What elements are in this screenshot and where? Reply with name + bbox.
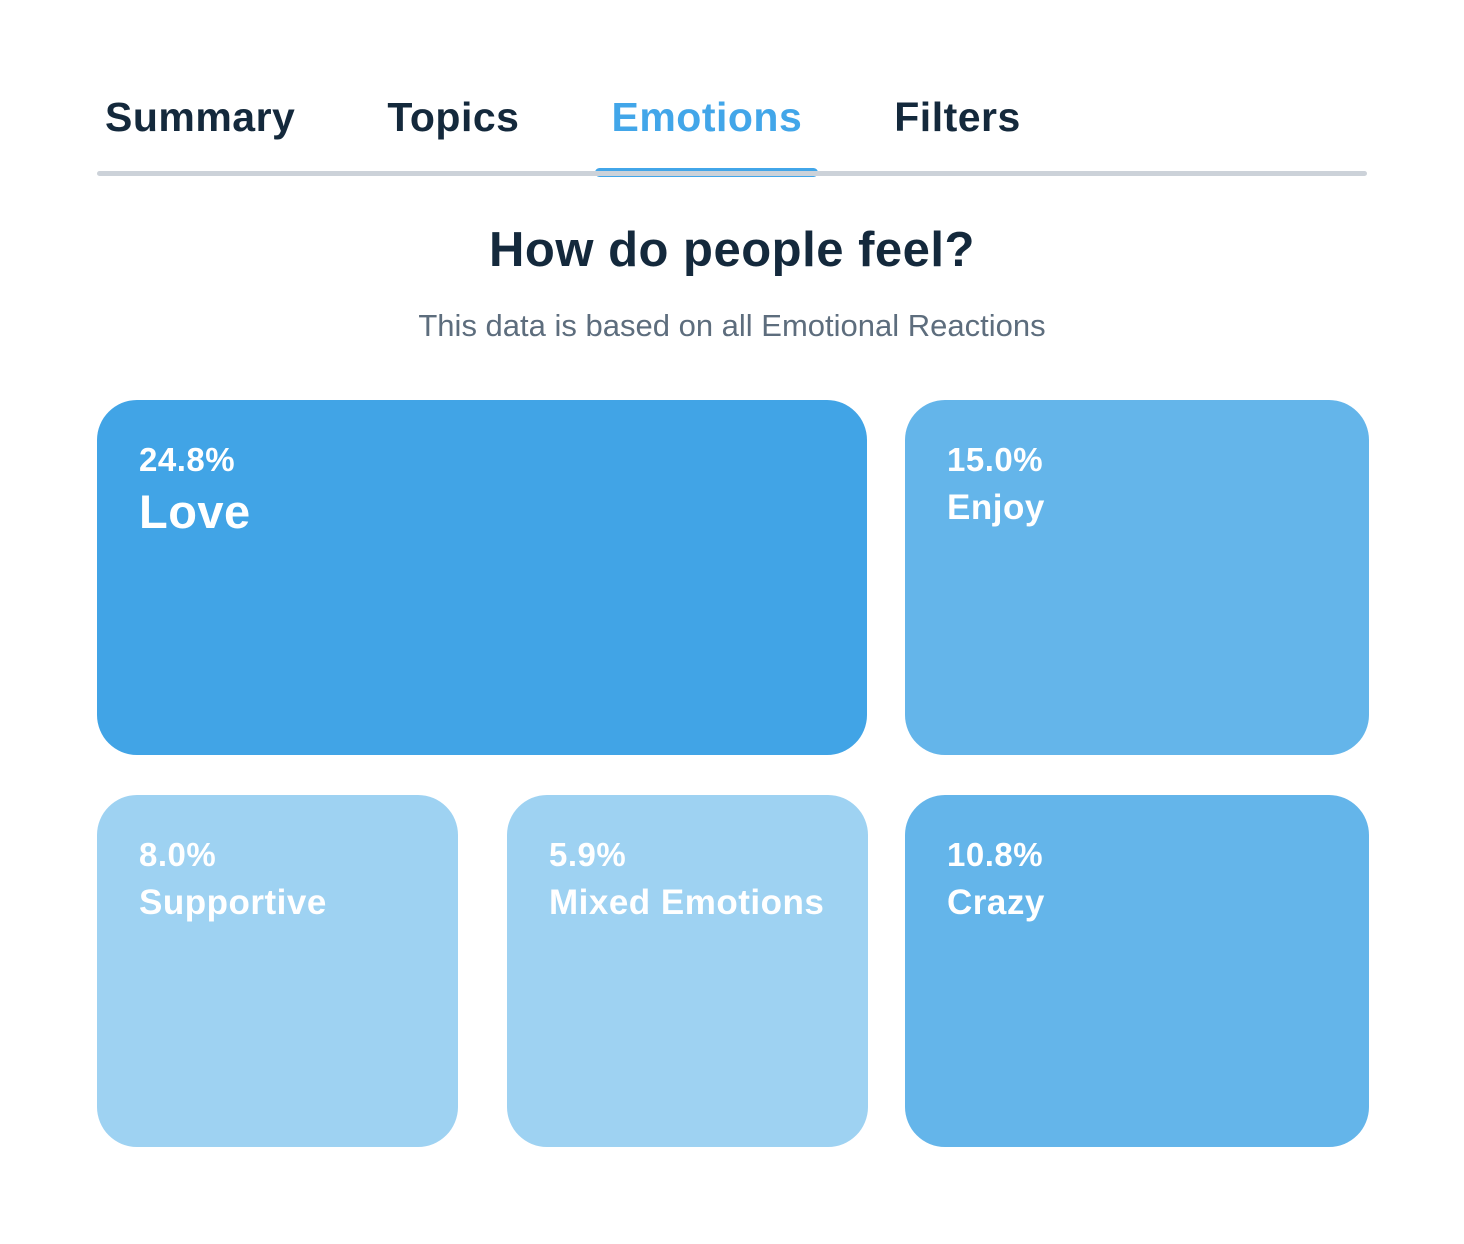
tile-percentage: 15.0% xyxy=(947,441,1044,478)
tile-label: Enjoy xyxy=(947,488,1045,527)
tile-percentage: 10.8% xyxy=(947,836,1044,873)
treemap-tile-love[interactable]: 24.8% Love xyxy=(97,400,867,755)
tile-label: Crazy xyxy=(947,883,1045,922)
tab-summary[interactable]: Summary xyxy=(105,94,296,140)
tile-label: Love xyxy=(139,485,251,538)
tab-emotions-label: Emotions xyxy=(611,94,803,140)
tab-filters[interactable]: Filters xyxy=(894,94,1021,140)
tab-bar: Summary Topics Emotions Filters xyxy=(105,88,1021,177)
treemap-tile-supportive[interactable]: 8.0% Supportive xyxy=(97,795,458,1147)
treemap-tile-crazy[interactable]: 10.8% Crazy xyxy=(905,795,1369,1147)
tile-percentage: 24.8% xyxy=(139,441,236,478)
tile-percentage: 5.9% xyxy=(549,836,627,873)
page-title: How do people feel? xyxy=(489,223,975,277)
tile-label: Mixed Emotions xyxy=(549,883,825,922)
tile-percentage: 8.0% xyxy=(139,836,217,873)
tab-emotions[interactable]: Emotions xyxy=(595,88,819,177)
page-subtitle: This data is based on all Emotional Reac… xyxy=(418,308,1046,343)
tab-divider xyxy=(97,171,1367,176)
tile-label: Supportive xyxy=(139,883,327,922)
treemap-tile-mixed-emotions[interactable]: 5.9% Mixed Emotions xyxy=(507,795,868,1147)
treemap-tile-enjoy[interactable]: 15.0% Enjoy xyxy=(905,400,1369,755)
tab-topics[interactable]: Topics xyxy=(387,94,520,140)
